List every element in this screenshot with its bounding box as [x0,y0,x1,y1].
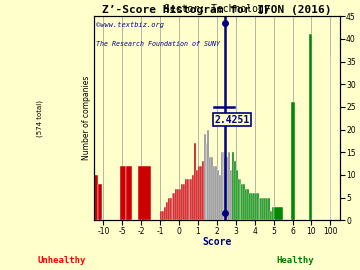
Text: Sector: Technology: Sector: Technology [164,4,270,14]
Bar [138,166,151,220]
Bar [213,166,215,220]
Bar [228,152,230,220]
Bar [240,180,242,220]
Bar [270,211,272,220]
Bar [185,180,186,220]
Bar [221,152,222,220]
Bar [200,166,202,220]
Bar [190,180,192,220]
Bar [168,198,170,220]
Bar [179,188,181,220]
Bar [183,184,185,220]
Bar [204,134,206,220]
Bar [272,207,274,220]
Bar [226,157,228,220]
Text: Unhealthy: Unhealthy [37,256,85,265]
Bar [268,198,270,220]
Bar [230,170,232,220]
Bar [98,184,102,220]
Bar [262,198,264,220]
Bar [171,193,174,220]
Bar [255,193,257,220]
Bar [309,34,311,220]
Bar [217,170,219,220]
Bar [198,166,200,220]
Bar [196,170,198,220]
Bar [170,198,171,220]
Bar [253,193,255,220]
Bar [242,184,243,220]
Bar [232,152,234,220]
Bar [202,161,204,220]
Bar [164,207,166,220]
Bar [222,152,225,220]
Bar [126,166,132,220]
Bar [225,157,226,220]
Title: Z’-Score Histogram for IFON (2016): Z’-Score Histogram for IFON (2016) [102,5,332,15]
Text: Healthy: Healthy [276,256,314,265]
Bar [121,166,126,220]
Bar [174,193,175,220]
Y-axis label: Number of companies: Number of companies [82,76,91,160]
Bar [249,193,251,220]
Bar [206,143,207,220]
Bar [94,175,98,220]
Bar [258,198,260,220]
Text: The Research Foundation of SUNY: The Research Foundation of SUNY [96,41,220,47]
Bar [219,175,221,220]
Bar [189,180,190,220]
X-axis label: Score: Score [202,237,231,247]
Bar [211,157,213,220]
Bar [251,193,253,220]
Bar [160,211,162,220]
Bar [260,198,262,220]
Bar [177,188,179,220]
Bar [181,184,183,220]
Bar [162,211,164,220]
Bar [245,188,247,220]
Bar [264,198,266,220]
Bar [166,202,168,220]
Bar [207,130,210,220]
Bar [257,193,258,220]
Bar [192,175,194,220]
Bar [210,157,211,220]
Bar [186,180,189,220]
Bar [215,166,217,220]
Bar [266,198,268,220]
Text: (574 total): (574 total) [37,100,43,137]
Bar [247,188,249,220]
Bar [194,143,196,220]
Bar [175,188,177,220]
Text: 2.4251: 2.4251 [215,115,250,125]
Bar [234,161,236,220]
Bar [274,207,283,220]
Bar [236,170,238,220]
Bar [291,102,295,220]
Bar [243,184,245,220]
Bar [238,180,240,220]
Text: ©www.textbiz.org: ©www.textbiz.org [96,22,165,28]
